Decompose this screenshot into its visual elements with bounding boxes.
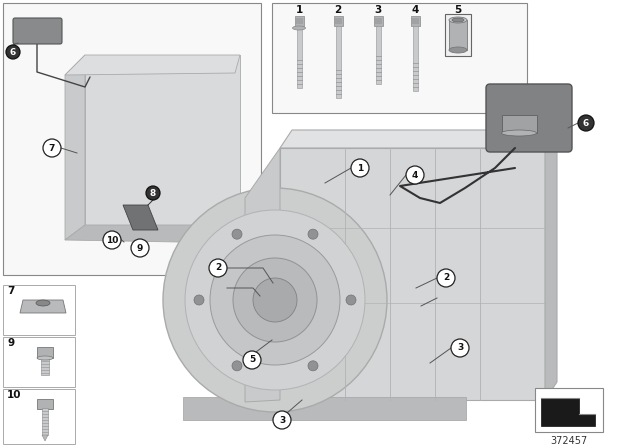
Polygon shape [65, 55, 240, 75]
Polygon shape [65, 55, 85, 240]
Bar [3, 337, 75, 387]
Circle shape [346, 295, 356, 305]
Circle shape [253, 278, 297, 322]
Circle shape [103, 231, 121, 249]
Bar [375, 18, 382, 24]
Bar [3, 285, 75, 335]
Text: 1: 1 [357, 164, 363, 172]
Polygon shape [541, 398, 595, 426]
Polygon shape [280, 130, 557, 148]
Circle shape [243, 351, 261, 369]
Ellipse shape [449, 47, 467, 53]
Circle shape [43, 139, 61, 157]
Circle shape [163, 188, 387, 412]
Bar [42, 408, 48, 435]
FancyBboxPatch shape [486, 84, 572, 152]
Polygon shape [20, 300, 66, 313]
Polygon shape [545, 130, 557, 400]
Circle shape [451, 339, 469, 357]
Polygon shape [85, 55, 240, 225]
Ellipse shape [502, 130, 536, 136]
Bar [445, 14, 471, 56]
Text: 3: 3 [374, 5, 381, 15]
Text: 10: 10 [7, 390, 22, 400]
Circle shape [232, 361, 242, 371]
Circle shape [406, 166, 424, 184]
Circle shape [351, 159, 369, 177]
Text: 4: 4 [412, 171, 418, 180]
Text: 10: 10 [106, 236, 118, 245]
Text: 8: 8 [150, 189, 156, 198]
Ellipse shape [292, 26, 305, 30]
Circle shape [273, 411, 291, 429]
Text: 5: 5 [249, 356, 255, 365]
Circle shape [146, 186, 160, 200]
Bar [376, 26, 381, 84]
Bar [37, 347, 53, 358]
Bar [296, 18, 303, 24]
Bar [3, 3, 261, 275]
Bar [336, 26, 341, 98]
Text: 9: 9 [7, 338, 14, 348]
Bar [297, 26, 302, 88]
Bar [502, 115, 537, 133]
Text: 1: 1 [296, 5, 303, 15]
Bar [3, 389, 75, 444]
Circle shape [437, 269, 455, 287]
Circle shape [308, 229, 318, 239]
Text: 9: 9 [137, 244, 143, 253]
Text: 4: 4 [412, 5, 419, 15]
Bar [535, 388, 603, 432]
Circle shape [578, 115, 594, 131]
Polygon shape [123, 205, 158, 230]
Bar [449, 20, 467, 50]
Text: 5: 5 [454, 5, 461, 15]
Polygon shape [65, 225, 240, 243]
Text: 7: 7 [49, 143, 55, 152]
Text: 3: 3 [279, 415, 285, 425]
Bar [334, 16, 343, 26]
Bar [280, 148, 545, 400]
Ellipse shape [36, 300, 50, 306]
Ellipse shape [37, 356, 53, 360]
Circle shape [210, 235, 340, 365]
Circle shape [232, 229, 242, 239]
Polygon shape [42, 435, 48, 441]
Ellipse shape [452, 18, 464, 22]
Text: 2: 2 [443, 273, 449, 283]
Circle shape [233, 258, 317, 342]
Circle shape [308, 361, 318, 371]
Circle shape [6, 45, 20, 59]
Bar [413, 26, 418, 91]
Ellipse shape [449, 17, 467, 23]
Circle shape [194, 295, 204, 305]
Bar [295, 16, 304, 26]
Bar [272, 3, 527, 113]
Circle shape [185, 210, 365, 390]
Text: 6: 6 [583, 119, 589, 128]
Bar [335, 18, 342, 24]
Text: 2: 2 [334, 5, 342, 15]
Bar [37, 399, 53, 409]
Bar [374, 16, 383, 26]
Bar [411, 16, 420, 26]
Polygon shape [245, 148, 280, 402]
Polygon shape [183, 397, 465, 420]
Circle shape [209, 259, 227, 277]
Text: 3: 3 [457, 344, 463, 353]
Circle shape [131, 239, 149, 257]
Text: 7: 7 [7, 286, 14, 296]
Bar [41, 357, 49, 375]
FancyBboxPatch shape [13, 18, 62, 44]
Bar [412, 18, 419, 24]
Text: 6: 6 [10, 47, 16, 56]
Text: 2: 2 [215, 263, 221, 272]
Text: 372457: 372457 [550, 436, 588, 446]
